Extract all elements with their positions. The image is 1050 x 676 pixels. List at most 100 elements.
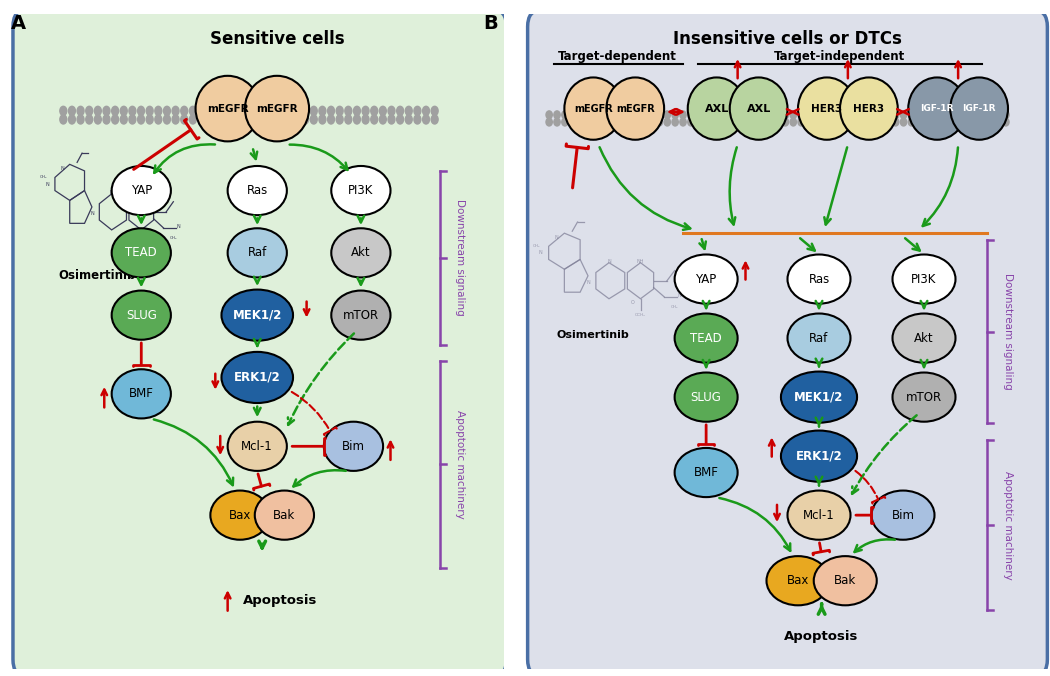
Text: HER3: HER3 bbox=[854, 103, 884, 114]
Ellipse shape bbox=[565, 78, 622, 140]
Circle shape bbox=[311, 106, 317, 116]
Text: NH: NH bbox=[138, 190, 145, 195]
Circle shape bbox=[649, 111, 655, 119]
Circle shape bbox=[782, 118, 789, 126]
Circle shape bbox=[111, 115, 119, 124]
Circle shape bbox=[267, 106, 274, 116]
Circle shape bbox=[743, 111, 750, 119]
Circle shape bbox=[319, 115, 326, 124]
Circle shape bbox=[172, 106, 180, 116]
Ellipse shape bbox=[766, 556, 830, 605]
Circle shape bbox=[242, 115, 248, 124]
Circle shape bbox=[790, 118, 797, 126]
Circle shape bbox=[838, 118, 844, 126]
Text: AXL: AXL bbox=[705, 103, 729, 114]
Circle shape bbox=[940, 118, 946, 126]
Circle shape bbox=[362, 106, 369, 116]
Ellipse shape bbox=[245, 76, 309, 141]
Circle shape bbox=[877, 118, 883, 126]
Text: N: N bbox=[90, 211, 93, 216]
Circle shape bbox=[422, 115, 429, 124]
Text: Ras: Ras bbox=[247, 184, 268, 197]
Circle shape bbox=[806, 111, 813, 119]
Circle shape bbox=[94, 106, 101, 116]
Circle shape bbox=[632, 118, 638, 126]
Circle shape bbox=[328, 115, 335, 124]
Text: mTOR: mTOR bbox=[906, 391, 942, 404]
Circle shape bbox=[892, 118, 899, 126]
Circle shape bbox=[405, 115, 413, 124]
Circle shape bbox=[916, 118, 923, 126]
Text: BMF: BMF bbox=[694, 466, 718, 479]
Circle shape bbox=[979, 111, 986, 119]
Circle shape bbox=[1003, 118, 1009, 126]
Circle shape bbox=[625, 118, 631, 126]
Circle shape bbox=[189, 106, 196, 116]
Text: AXL: AXL bbox=[747, 103, 771, 114]
Circle shape bbox=[609, 111, 615, 119]
Circle shape bbox=[129, 106, 135, 116]
Circle shape bbox=[242, 106, 248, 116]
Text: Akt: Akt bbox=[351, 246, 371, 260]
Text: A: A bbox=[10, 14, 25, 32]
Text: SLUG: SLUG bbox=[126, 309, 156, 322]
Circle shape bbox=[336, 115, 343, 124]
Circle shape bbox=[224, 106, 231, 116]
Circle shape bbox=[971, 118, 978, 126]
Circle shape bbox=[146, 115, 153, 124]
Ellipse shape bbox=[228, 422, 287, 471]
Text: N: N bbox=[176, 224, 181, 229]
Ellipse shape bbox=[950, 78, 1008, 140]
Circle shape bbox=[814, 118, 820, 126]
Circle shape bbox=[138, 115, 145, 124]
Circle shape bbox=[328, 106, 335, 116]
Ellipse shape bbox=[674, 372, 737, 422]
Ellipse shape bbox=[674, 448, 737, 497]
Circle shape bbox=[987, 111, 993, 119]
Circle shape bbox=[672, 111, 678, 119]
Text: Mcl-1: Mcl-1 bbox=[803, 508, 835, 522]
Circle shape bbox=[625, 111, 631, 119]
Circle shape bbox=[964, 118, 970, 126]
Text: N: N bbox=[539, 250, 543, 256]
Circle shape bbox=[751, 118, 757, 126]
Circle shape bbox=[695, 118, 702, 126]
Circle shape bbox=[569, 111, 575, 119]
Circle shape bbox=[704, 118, 710, 126]
Text: CH₃: CH₃ bbox=[170, 237, 177, 241]
Ellipse shape bbox=[332, 228, 391, 277]
Circle shape bbox=[154, 115, 162, 124]
Circle shape bbox=[354, 115, 360, 124]
Circle shape bbox=[601, 111, 607, 119]
Circle shape bbox=[285, 115, 291, 124]
Circle shape bbox=[640, 111, 647, 119]
Circle shape bbox=[593, 111, 600, 119]
Circle shape bbox=[121, 106, 127, 116]
Circle shape bbox=[586, 118, 592, 126]
Circle shape bbox=[554, 118, 561, 126]
Circle shape bbox=[806, 118, 813, 126]
Circle shape bbox=[578, 118, 584, 126]
Circle shape bbox=[901, 111, 907, 119]
Circle shape bbox=[172, 115, 180, 124]
Circle shape bbox=[940, 111, 946, 119]
Circle shape bbox=[422, 106, 429, 116]
Circle shape bbox=[164, 106, 170, 116]
Circle shape bbox=[285, 106, 291, 116]
Circle shape bbox=[432, 115, 438, 124]
Circle shape bbox=[640, 118, 647, 126]
Text: N: N bbox=[586, 280, 590, 285]
Text: TEAD: TEAD bbox=[690, 332, 722, 345]
Ellipse shape bbox=[892, 372, 956, 422]
Text: Ras: Ras bbox=[808, 272, 830, 285]
Text: Raf: Raf bbox=[810, 332, 828, 345]
Text: mEGFR: mEGFR bbox=[616, 103, 654, 114]
Text: Mcl-1: Mcl-1 bbox=[242, 440, 273, 453]
Circle shape bbox=[103, 115, 110, 124]
Ellipse shape bbox=[892, 314, 956, 363]
Ellipse shape bbox=[840, 78, 898, 140]
Ellipse shape bbox=[788, 254, 850, 304]
Circle shape bbox=[215, 115, 223, 124]
Text: OCH₃: OCH₃ bbox=[635, 313, 646, 317]
Circle shape bbox=[267, 115, 274, 124]
